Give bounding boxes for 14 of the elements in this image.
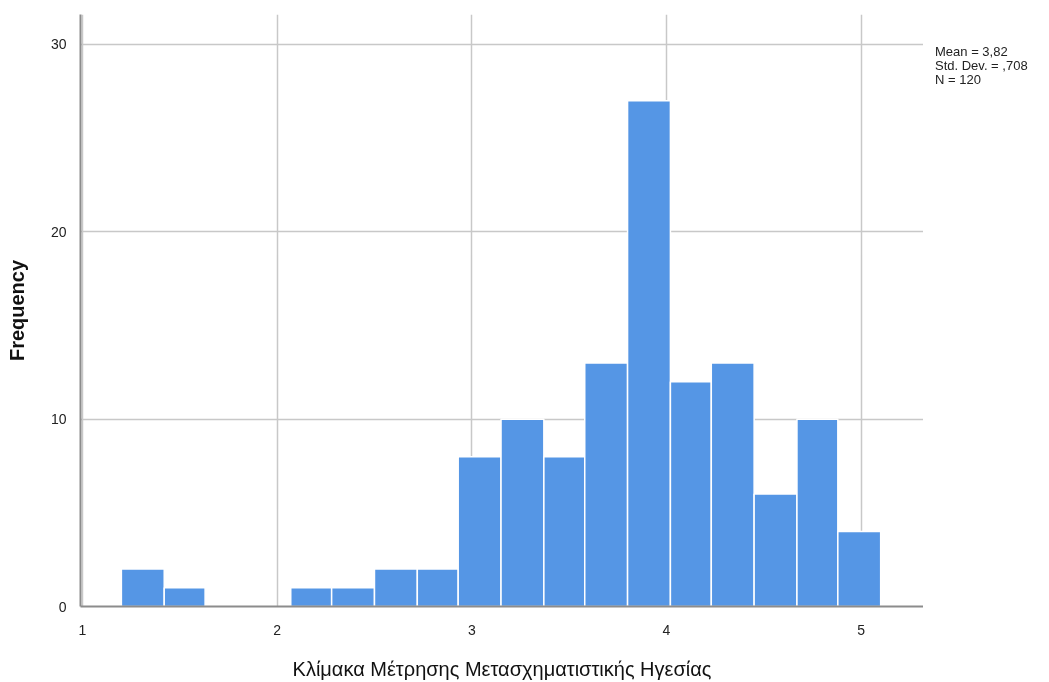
text: Std. Dev. = ,708 [935,58,1028,73]
text: Mean = 3,82 [935,44,1009,59]
x-tick-label: 4 [662,621,671,638]
x-axis-title: Κλίμακα Μέτρησης Μετασχηματιστικής Ηγεσίας [292,657,712,680]
y-axis-title: Frequency [5,259,28,362]
x-tick-label: 1 [78,621,87,638]
x-tick-label: 5 [857,621,866,638]
y-tick-label: 20 [50,223,67,240]
x-tick-label: 2 [273,621,282,638]
text: N = 120 [935,72,982,87]
y-tick-label: 0 [58,598,67,615]
y-tick-label: 30 [50,36,67,53]
y-tick-label: 10 [50,411,67,428]
x-tick-label: 3 [467,621,476,638]
